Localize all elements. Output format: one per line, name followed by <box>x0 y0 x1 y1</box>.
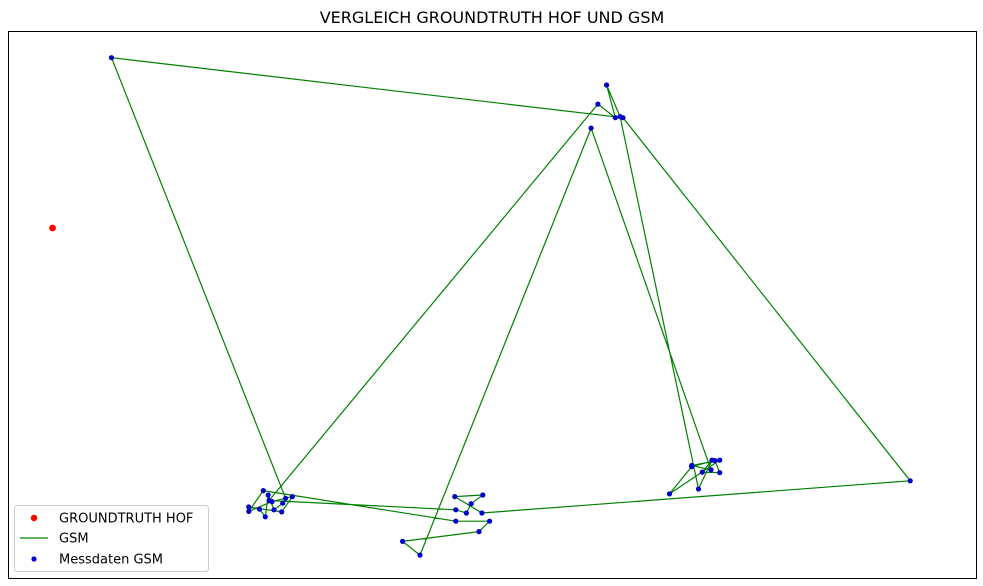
legend-marker-messdaten <box>31 556 37 562</box>
messdaten-point-6 <box>468 501 474 507</box>
messdaten-point-25 <box>417 552 423 558</box>
messdaten-point-16 <box>699 469 705 475</box>
messdaten-point-10 <box>595 101 601 107</box>
messdaten-point-3 <box>479 510 485 516</box>
messdaten-point-20 <box>666 491 673 497</box>
messdaten-point-41 <box>283 495 289 501</box>
messdaten-point-35 <box>246 504 252 510</box>
series-line-gsm <box>110 57 911 556</box>
messdaten-point-38 <box>265 492 271 498</box>
messdaten-point-24 <box>588 125 594 131</box>
messdaten-point-39 <box>271 507 277 513</box>
messdaten-point-4 <box>452 494 458 500</box>
messdaten-point-28 <box>487 518 493 524</box>
legend-box <box>14 505 209 572</box>
messdaten-point-21 <box>717 457 723 463</box>
messdaten-point-27 <box>476 529 482 535</box>
messdaten-point-17 <box>717 470 723 476</box>
messdaten-point-26 <box>400 538 406 545</box>
messdaten-point-31 <box>246 508 252 514</box>
legend-label-gsm: GSM <box>59 532 89 547</box>
chart-title: VERGLEICH GROUNDTRUTH HOF UND GSM <box>320 8 665 27</box>
messdaten-point-30 <box>260 488 266 494</box>
messdaten-point-32 <box>269 499 275 505</box>
messdaten-point-37 <box>262 514 268 520</box>
messdaten-point-22 <box>689 462 695 469</box>
legend-marker-groundtruth <box>30 514 38 522</box>
messdaten-point-18 <box>712 458 718 464</box>
groundtruth-point-0 <box>49 224 56 232</box>
plot-frame <box>8 31 977 579</box>
messdaten-point-0 <box>108 55 115 61</box>
messdaten-point-11 <box>612 115 618 121</box>
messdaten-point-12 <box>604 82 610 88</box>
legend-label-groundtruth: GROUNDTRUTH HOF <box>59 512 193 527</box>
messdaten-point-29 <box>453 518 459 524</box>
messdaten-point-23 <box>708 467 714 473</box>
messdaten-point-13 <box>617 114 623 120</box>
legend: GROUNDTRUTH HOF GSM Messdaten GSM <box>14 505 209 572</box>
messdaten-point-36 <box>256 506 263 512</box>
messdaten-point-2 <box>907 478 913 484</box>
messdaten-point-34 <box>279 509 285 515</box>
messdaten-point-7 <box>463 510 469 516</box>
messdaten-point-14 <box>695 486 702 492</box>
legend-label-messdaten: Messdaten GSM <box>59 553 163 568</box>
plot-layer <box>49 55 913 558</box>
messdaten-point-5 <box>480 492 486 498</box>
messdaten-point-40 <box>280 500 286 506</box>
messdaten-point-33 <box>289 494 295 500</box>
messdaten-point-8 <box>453 507 459 513</box>
